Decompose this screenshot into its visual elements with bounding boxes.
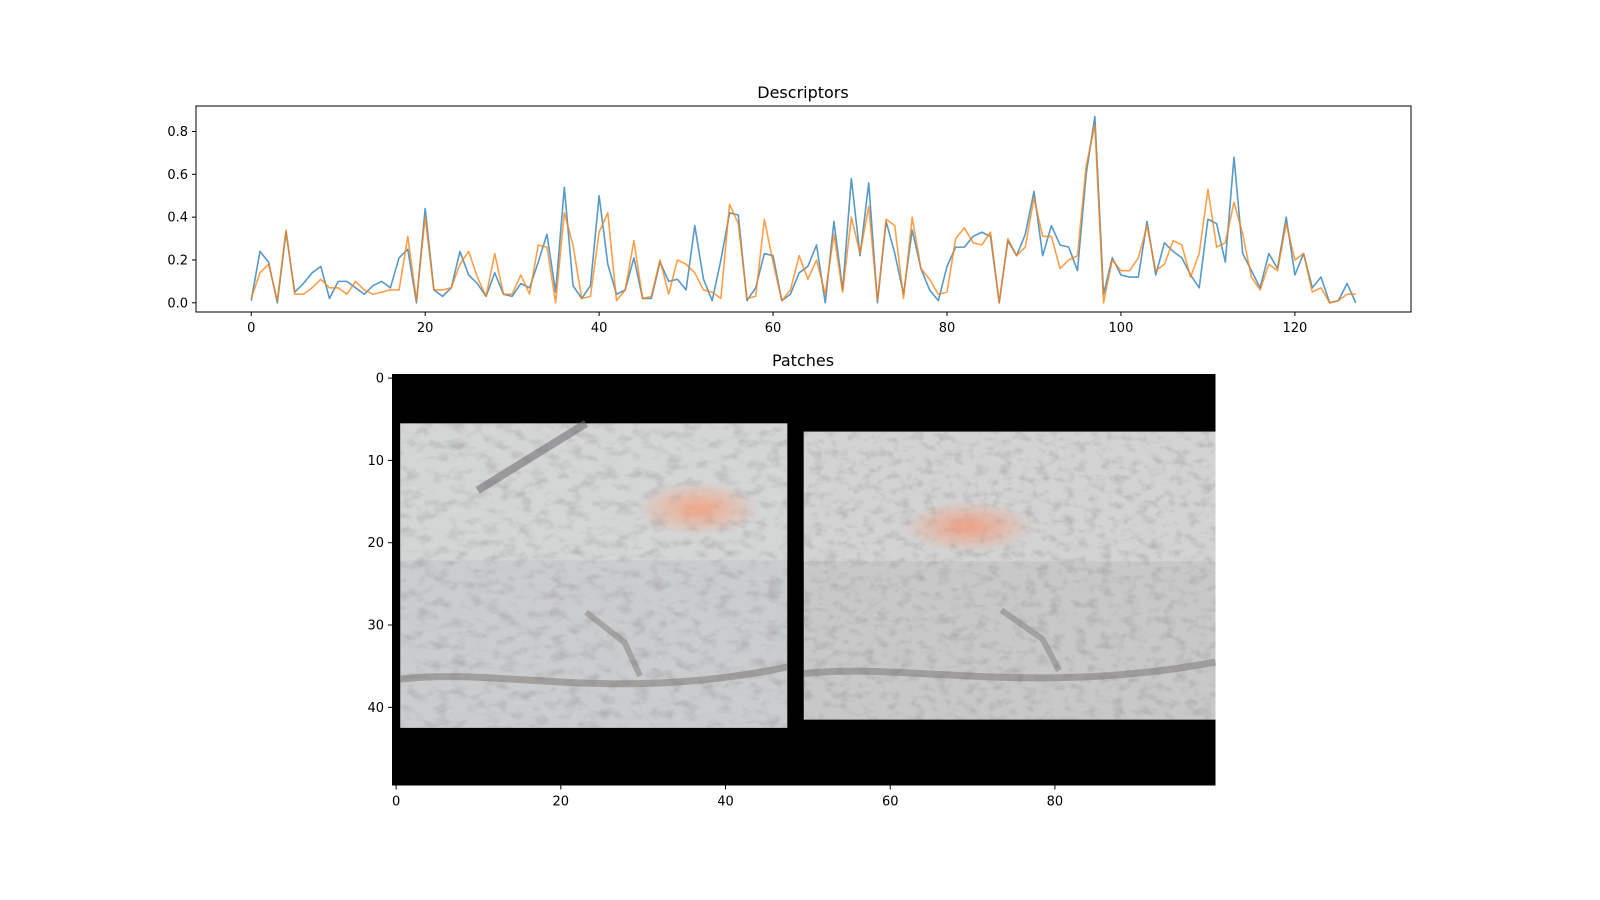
patches-title: Patches [772, 351, 834, 370]
patch-right [803, 431, 1217, 720]
descriptors-x-tick-label: 0 [247, 321, 255, 336]
patch-2-crack [803, 658, 1217, 682]
patch-1-diagonal-crack [475, 419, 589, 494]
descriptors-x-tick-label: 20 [417, 321, 434, 336]
patches-x-tick-label: 20 [553, 795, 570, 810]
descriptors-x-tick-label: 60 [765, 321, 782, 336]
descriptors-y-tick-label: 0.2 [167, 253, 188, 268]
patch-1-crack-branch [584, 609, 643, 678]
patches-x-tick-label: 40 [717, 795, 734, 810]
patches-y-tick-label: 0 [376, 372, 384, 387]
descriptors-title: Descriptors [757, 83, 848, 102]
patches-x-tick-label: 60 [882, 795, 899, 810]
descriptors-axes-frame [195, 105, 1412, 313]
descriptors-series [250, 115, 1357, 304]
patch-left [399, 419, 788, 728]
patches-y-tick-label: 30 [367, 619, 384, 634]
patch-2-highlight [902, 500, 1035, 553]
patches-y-tick-label: 10 [367, 454, 384, 469]
descriptors-y-tick-label: 0.8 [167, 125, 188, 140]
descriptors-x-axis: 0 20 40 60 80 100 120 [247, 312, 1307, 336]
patch-1-crack [399, 663, 788, 688]
descriptors-y-tick-label: 0.6 [167, 168, 188, 183]
patches-x-tick-label: 80 [1047, 795, 1064, 810]
descriptors-x-tick-label: 80 [939, 321, 956, 336]
patch-1-highlight [636, 481, 761, 537]
descriptors-x-tick-label: 40 [591, 321, 608, 336]
patches-x-axis: 0 20 40 60 80 [392, 785, 1064, 810]
descriptors-x-tick-label: 120 [1282, 321, 1307, 336]
patch-2-crack-branch [999, 607, 1062, 673]
descriptors-chart: Descriptors 0 20 40 60 80 100 120 0.0 0.2 0.4 0.6… [167, 83, 1412, 336]
patch-2-texture [803, 431, 1216, 720]
patches-y-tick-label: 20 [367, 536, 384, 551]
patches-y-tick-label: 40 [367, 701, 384, 716]
descriptors-y-tick-label: 0.4 [167, 211, 188, 226]
descriptors-x-tick-label: 100 [1109, 321, 1134, 336]
patches-chart: Patches 0 20 40 60 80 0 10 [367, 351, 1217, 810]
descriptor-series-2-line [250, 124, 1356, 304]
patches-y-axis: 0 10 20 30 40 [367, 372, 392, 716]
patches-x-tick-label: 0 [392, 795, 400, 810]
patch-1-texture [400, 423, 788, 728]
descriptors-y-tick-label: 0.0 [167, 296, 188, 311]
descriptors-y-axis: 0.0 0.2 0.4 0.6 0.8 [167, 125, 196, 311]
